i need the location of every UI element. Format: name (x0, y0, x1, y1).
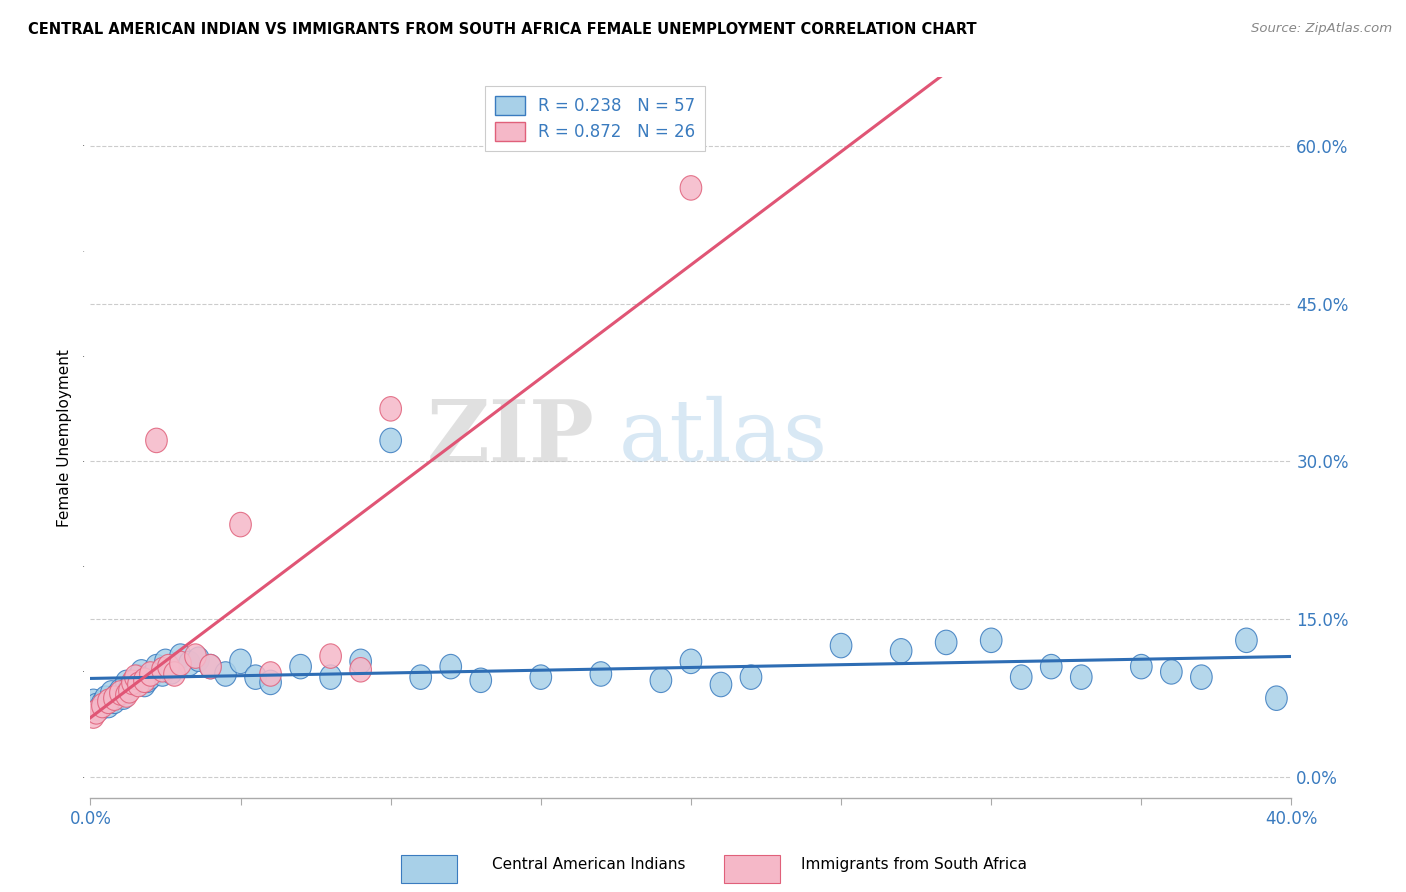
Ellipse shape (319, 665, 342, 690)
Ellipse shape (104, 690, 125, 714)
Ellipse shape (187, 647, 209, 672)
Ellipse shape (139, 665, 162, 690)
Ellipse shape (157, 655, 180, 679)
Ellipse shape (107, 682, 128, 707)
Ellipse shape (131, 660, 152, 684)
Ellipse shape (115, 682, 138, 707)
Ellipse shape (681, 176, 702, 200)
Ellipse shape (136, 668, 159, 692)
Ellipse shape (591, 662, 612, 686)
Ellipse shape (200, 655, 221, 679)
Ellipse shape (319, 644, 342, 668)
Ellipse shape (200, 655, 221, 679)
Ellipse shape (681, 649, 702, 673)
Ellipse shape (89, 697, 110, 721)
Text: ZIP: ZIP (427, 396, 595, 480)
Ellipse shape (245, 665, 266, 690)
Ellipse shape (170, 644, 191, 668)
Ellipse shape (86, 693, 107, 718)
Ellipse shape (104, 686, 125, 710)
Ellipse shape (97, 690, 120, 714)
Ellipse shape (890, 639, 912, 663)
Ellipse shape (110, 681, 131, 706)
Ellipse shape (980, 628, 1002, 653)
Ellipse shape (1130, 655, 1152, 679)
Text: atlas: atlas (619, 396, 828, 479)
Ellipse shape (101, 681, 122, 706)
Ellipse shape (152, 662, 173, 686)
Ellipse shape (740, 665, 762, 690)
Ellipse shape (128, 665, 149, 690)
Ellipse shape (118, 675, 141, 700)
Ellipse shape (229, 649, 252, 673)
Ellipse shape (86, 699, 107, 724)
Ellipse shape (134, 673, 155, 697)
Text: CENTRAL AMERICAN INDIAN VS IMMIGRANTS FROM SOUTH AFRICA FEMALE UNEMPLOYMENT CORR: CENTRAL AMERICAN INDIAN VS IMMIGRANTS FR… (28, 22, 977, 37)
Ellipse shape (440, 655, 461, 679)
Ellipse shape (1011, 665, 1032, 690)
Text: Central American Indians: Central American Indians (492, 857, 686, 872)
Ellipse shape (122, 670, 143, 695)
Ellipse shape (350, 649, 371, 673)
Ellipse shape (470, 668, 492, 692)
Ellipse shape (115, 670, 138, 695)
Ellipse shape (163, 662, 186, 686)
Ellipse shape (260, 662, 281, 686)
Ellipse shape (91, 693, 114, 718)
Ellipse shape (1191, 665, 1212, 690)
Y-axis label: Female Unemployment: Female Unemployment (58, 349, 72, 526)
Ellipse shape (139, 662, 162, 686)
Ellipse shape (229, 512, 252, 537)
Ellipse shape (134, 668, 155, 692)
Ellipse shape (170, 651, 191, 676)
Ellipse shape (184, 644, 207, 668)
Ellipse shape (411, 665, 432, 690)
Ellipse shape (128, 673, 149, 697)
Ellipse shape (94, 686, 117, 710)
Text: Immigrants from South Africa: Immigrants from South Africa (801, 857, 1028, 872)
Ellipse shape (650, 668, 672, 692)
Ellipse shape (110, 679, 131, 703)
Ellipse shape (155, 649, 176, 673)
Ellipse shape (260, 670, 281, 695)
Ellipse shape (146, 428, 167, 452)
Ellipse shape (831, 633, 852, 657)
Ellipse shape (1265, 686, 1288, 710)
Ellipse shape (112, 685, 134, 709)
Ellipse shape (125, 668, 146, 692)
Ellipse shape (380, 397, 402, 421)
Ellipse shape (160, 660, 183, 684)
Ellipse shape (97, 693, 120, 718)
Ellipse shape (122, 673, 143, 697)
Legend: R = 0.238   N = 57, R = 0.872   N = 26: R = 0.238 N = 57, R = 0.872 N = 26 (485, 86, 704, 151)
Ellipse shape (1070, 665, 1092, 690)
Ellipse shape (350, 657, 371, 682)
Ellipse shape (179, 651, 200, 676)
Ellipse shape (290, 655, 311, 679)
Ellipse shape (152, 657, 173, 682)
Text: Source: ZipAtlas.com: Source: ZipAtlas.com (1251, 22, 1392, 36)
Ellipse shape (118, 679, 141, 703)
Ellipse shape (83, 690, 104, 714)
Ellipse shape (530, 665, 551, 690)
Ellipse shape (146, 655, 167, 679)
Ellipse shape (710, 673, 731, 697)
Ellipse shape (380, 428, 402, 452)
Ellipse shape (1160, 660, 1182, 684)
Ellipse shape (83, 704, 104, 728)
Ellipse shape (1040, 655, 1062, 679)
Ellipse shape (935, 630, 957, 655)
Ellipse shape (215, 662, 236, 686)
Ellipse shape (1236, 628, 1257, 653)
Ellipse shape (125, 665, 146, 690)
Ellipse shape (91, 691, 114, 715)
